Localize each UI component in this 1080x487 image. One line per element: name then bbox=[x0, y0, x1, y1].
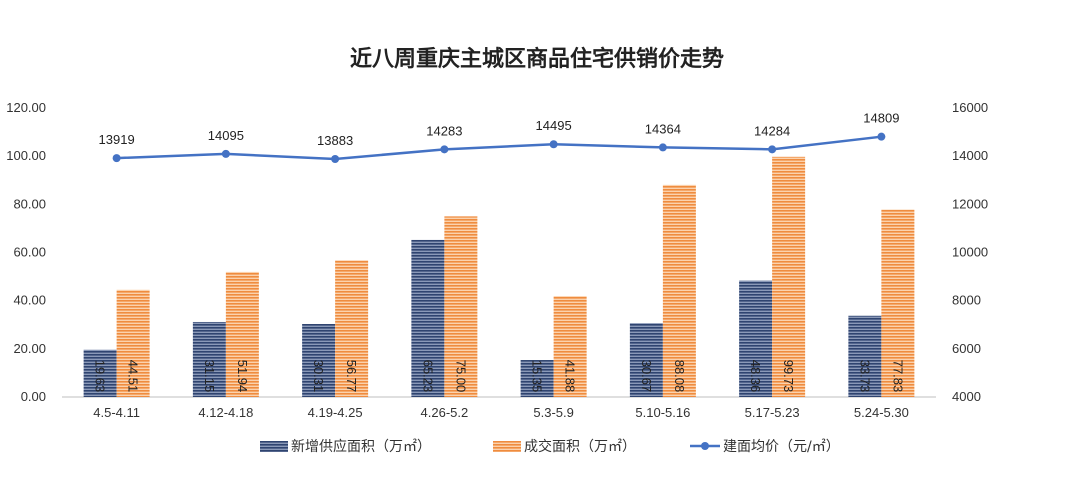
price-label: 13883 bbox=[317, 133, 353, 148]
category-labels: 4.5-4.11 4.12-4.18 4.19-4.25 4.26-5.2 5.3-5.… bbox=[93, 405, 909, 420]
sales-bar bbox=[772, 156, 806, 397]
sales-bar bbox=[662, 184, 696, 397]
price-label: 14495 bbox=[536, 118, 572, 133]
legend-supply-swatch bbox=[260, 441, 288, 452]
right-axis-tick-label: 4000 bbox=[952, 389, 981, 404]
price-point bbox=[440, 145, 449, 154]
left-axis-tick-label: 0.00 bbox=[21, 389, 46, 404]
sales-bar bbox=[553, 296, 587, 397]
sales-bar bbox=[225, 271, 259, 397]
right-axis-tick-label: 10000 bbox=[952, 245, 988, 260]
sales-bar bbox=[335, 260, 369, 397]
legend-sales-text: 成交面积（万㎡） bbox=[524, 438, 636, 455]
price-label: 14095 bbox=[208, 128, 244, 143]
price-point bbox=[877, 132, 886, 141]
right-axis-tick-label: 8000 bbox=[952, 293, 981, 308]
sales-bar-label: 77.83 bbox=[890, 360, 905, 393]
supply-bar bbox=[411, 239, 445, 397]
left-axis-ticks: 0.00 20.00 40.00 60.00 80.00 100.00 120.00 bbox=[6, 100, 46, 404]
sales-bar-label: 75.00 bbox=[453, 360, 468, 393]
category-label: 5.24-5.30 bbox=[854, 405, 909, 420]
legend-price-marker bbox=[701, 442, 709, 450]
price-point bbox=[331, 154, 340, 163]
sales-bar-label: 41.88 bbox=[563, 360, 578, 393]
price-label: 14364 bbox=[645, 121, 681, 136]
category-label: 5.10-5.16 bbox=[635, 405, 690, 420]
supply-bar-label: 19.63 bbox=[93, 360, 108, 393]
supply-bar-label: 33.73 bbox=[857, 360, 872, 393]
supply-bar bbox=[520, 360, 554, 397]
legend: 新增供应面积（万㎡） 成交面积（万㎡） 建面均价（元/㎡） bbox=[260, 438, 840, 455]
sales-bar bbox=[444, 216, 478, 397]
bar-labels: 19.63 31.15 30.31 65.23 15.35 30.67 48.36 33.73… bbox=[93, 360, 906, 393]
chart-title: 近八周重庆主城区商品住宅供销价走势 bbox=[350, 46, 724, 72]
legend-price-text: 建面均价（元/㎡） bbox=[723, 439, 840, 455]
supply-bar-label: 30.67 bbox=[639, 360, 654, 393]
price-label: 14283 bbox=[426, 123, 462, 138]
supply-bar-label: 31.15 bbox=[202, 360, 217, 393]
right-axis-tick-label: 6000 bbox=[952, 341, 981, 356]
sales-bar-label: 51.94 bbox=[235, 360, 250, 393]
price-point bbox=[549, 140, 558, 149]
supply-bar bbox=[739, 280, 773, 397]
supply-bar-label: 65.23 bbox=[420, 360, 435, 393]
right-axis-ticks: 4000 6000 8000 10000 12000 14000 16000 bbox=[952, 100, 988, 404]
left-axis-tick-label: 60.00 bbox=[13, 245, 46, 260]
supply-bar bbox=[192, 321, 226, 397]
legend-sales-swatch bbox=[493, 441, 521, 452]
left-axis-tick-label: 120.00 bbox=[6, 100, 46, 115]
sales-bar-label: 56.77 bbox=[344, 360, 359, 393]
right-axis-tick-label: 14000 bbox=[952, 148, 988, 163]
price-point bbox=[768, 145, 777, 154]
category-label: 5.3-5.9 bbox=[533, 405, 573, 420]
left-axis-tick-label: 100.00 bbox=[6, 148, 46, 163]
price-line bbox=[116, 135, 882, 161]
supply-bar bbox=[629, 323, 663, 397]
left-axis-tick-label: 20.00 bbox=[13, 341, 46, 356]
category-label: 4.19-4.25 bbox=[308, 405, 363, 420]
price-point bbox=[221, 149, 230, 158]
right-axis-tick-label: 12000 bbox=[952, 196, 988, 211]
sales-bar-label: 88.08 bbox=[672, 360, 687, 393]
category-label: 4.5-4.11 bbox=[93, 405, 140, 420]
left-axis-tick-label: 40.00 bbox=[13, 293, 46, 308]
price-point bbox=[658, 143, 667, 152]
left-axis-tick-label: 80.00 bbox=[13, 196, 46, 211]
price-label: 14809 bbox=[863, 111, 899, 126]
supply-bar bbox=[848, 315, 882, 397]
price-label: 14284 bbox=[754, 123, 790, 138]
price-point bbox=[112, 154, 121, 163]
supply-bar-label: 48.36 bbox=[748, 360, 763, 393]
price-label: 13919 bbox=[99, 132, 135, 147]
supply-bar bbox=[302, 324, 336, 397]
sales-bar-label: 99.73 bbox=[781, 360, 796, 393]
category-label: 4.26-5.2 bbox=[421, 405, 469, 420]
category-label: 5.17-5.23 bbox=[745, 405, 800, 420]
sales-bar bbox=[881, 209, 915, 397]
sales-bar-label: 44.51 bbox=[126, 360, 141, 393]
supply-bar-label: 30.31 bbox=[311, 360, 326, 393]
legend-supply-text: 新增供应面积（万㎡） bbox=[291, 438, 431, 455]
category-label: 4.12-4.18 bbox=[198, 405, 253, 420]
bars bbox=[83, 156, 915, 397]
supply-bar bbox=[83, 349, 117, 397]
sales-bar bbox=[116, 289, 150, 397]
supply-bar-label: 15.35 bbox=[530, 360, 545, 393]
right-axis-tick-label: 16000 bbox=[952, 100, 988, 115]
price-line-layer: 13919 14095 13883 14283 14495 14364 14284 14809 bbox=[99, 111, 899, 163]
